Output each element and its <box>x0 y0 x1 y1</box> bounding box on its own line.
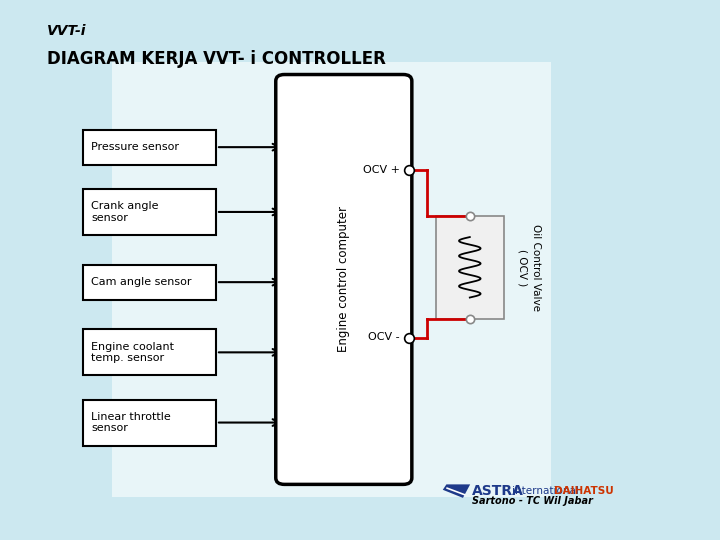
Polygon shape <box>443 484 470 498</box>
FancyBboxPatch shape <box>83 329 216 375</box>
FancyBboxPatch shape <box>276 75 412 484</box>
FancyBboxPatch shape <box>436 216 504 319</box>
Text: international: international <box>512 487 579 496</box>
Text: DIAGRAM KERJA VVT- i CONTROLLER: DIAGRAM KERJA VVT- i CONTROLLER <box>47 50 386 68</box>
Text: Cam angle sensor: Cam angle sensor <box>91 277 192 287</box>
FancyBboxPatch shape <box>112 62 551 497</box>
Text: Linear throttle
sensor: Linear throttle sensor <box>91 411 171 433</box>
Text: Crank angle
sensor: Crank angle sensor <box>91 201 159 223</box>
Text: Engine coolant
temp. sensor: Engine coolant temp. sensor <box>91 342 174 363</box>
Text: Engine control computer: Engine control computer <box>337 206 351 353</box>
Text: Oil Control Valve
( OCV ): Oil Control Valve ( OCV ) <box>517 224 541 311</box>
FancyBboxPatch shape <box>83 130 216 165</box>
Text: Sartono - TC Wil Jabar: Sartono - TC Wil Jabar <box>472 496 593 505</box>
FancyBboxPatch shape <box>83 265 216 300</box>
Text: OCV -: OCV - <box>368 333 400 342</box>
Text: VVT-i: VVT-i <box>47 24 86 38</box>
Text: DAIHATSU: DAIHATSU <box>554 487 613 496</box>
Text: ASTRA: ASTRA <box>472 484 523 498</box>
FancyBboxPatch shape <box>83 189 216 235</box>
Text: Pressure sensor: Pressure sensor <box>91 142 179 152</box>
FancyBboxPatch shape <box>83 400 216 446</box>
Text: OCV +: OCV + <box>363 165 400 175</box>
